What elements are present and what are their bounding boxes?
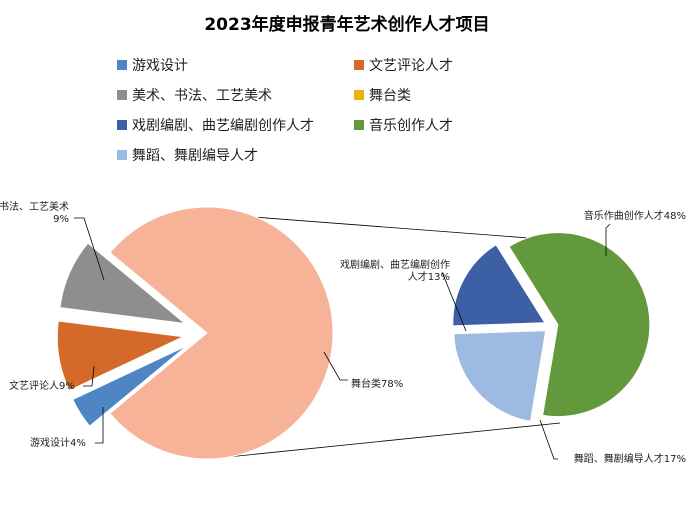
secondary-slice-music xyxy=(508,232,651,418)
main-slice-game-design xyxy=(72,345,188,427)
data-label-music: 音乐作曲创作人才48% xyxy=(584,209,686,222)
chart-title: 2023年度申报青年艺术创作人才项目 xyxy=(204,14,489,35)
leader-line-music xyxy=(605,223,611,256)
secondary-pie xyxy=(452,232,651,422)
connector-line-top xyxy=(226,214,556,241)
legend-swatch xyxy=(354,90,364,100)
main-slice-fine-arts xyxy=(59,242,187,325)
main-slice-art-criticism xyxy=(56,320,186,392)
leader-line-fine-arts xyxy=(74,217,105,281)
leader-line-drama xyxy=(441,271,467,332)
leader-line-art-criticism xyxy=(83,365,95,387)
legend-label: 舞蹈、舞剧编导人才 xyxy=(132,148,258,164)
leader-line-dance xyxy=(539,419,558,460)
legend-swatch xyxy=(354,120,364,130)
data-label-stage: 舞台类78% xyxy=(351,377,403,390)
legend-label: 戏剧编剧、曲艺编剧创作人才 xyxy=(132,118,314,134)
connector-line-bottom xyxy=(227,422,561,458)
data-label-dance: 舞蹈、舞剧编导人才17% xyxy=(574,452,686,465)
leader-line-game-design xyxy=(95,407,104,444)
legend-swatch xyxy=(354,60,364,70)
legend-swatch xyxy=(117,120,127,130)
legend-label: 舞台类 xyxy=(369,88,411,104)
data-label-art-criticism: 文艺评论人9% xyxy=(9,379,75,392)
leader-line-stage xyxy=(323,351,348,381)
main-pie xyxy=(56,206,334,460)
main-slice-stage xyxy=(109,206,334,460)
data-label-drama: 戏剧编剧、曲艺编剧创作人才13% xyxy=(340,258,450,283)
legend-label: 文艺评论人才 xyxy=(369,58,453,74)
legend-swatch xyxy=(117,150,127,160)
legend-label: 美术、书法、工艺美术 xyxy=(132,88,272,104)
legend-label: 游戏设计 xyxy=(132,58,188,74)
secondary-slice-dance xyxy=(453,330,547,422)
legend-swatch xyxy=(117,60,127,70)
legend-swatch xyxy=(117,90,127,100)
secondary-slice-drama xyxy=(452,244,546,327)
legend-label: 音乐创作人才 xyxy=(369,117,453,134)
connector-lines xyxy=(226,214,561,458)
data-label-game-design: 游戏设计4% xyxy=(30,436,86,449)
